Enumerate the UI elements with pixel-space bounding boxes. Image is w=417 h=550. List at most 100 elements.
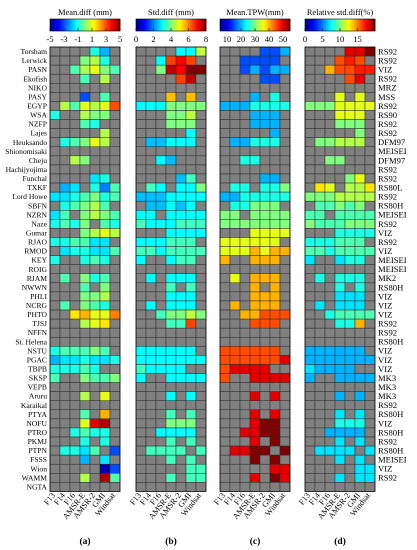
radiosonde-label: MK3	[378, 391, 396, 401]
heatmap-cell	[364, 210, 376, 220]
heatmap-cell	[69, 228, 81, 238]
heatmap-cell	[269, 101, 281, 111]
station-label: NIKO	[28, 83, 47, 92]
station-label: ROIG	[28, 265, 47, 274]
heatmap-cell	[334, 191, 346, 202]
heatmap-cell	[334, 473, 346, 483]
heatmap-cell	[135, 173, 147, 184]
heatmap-cell	[145, 255, 157, 265]
heatmap-cell	[229, 255, 241, 265]
heatmap-cell	[249, 463, 261, 474]
heatmap-cell	[304, 228, 316, 238]
heatmap-cell	[79, 146, 91, 157]
heatmap-cell	[79, 191, 91, 202]
heatmap-cell	[249, 355, 261, 365]
heatmap-cell	[304, 318, 316, 329]
heatmap-cell	[314, 191, 326, 202]
heatmap-cell	[279, 101, 291, 111]
heatmap-cell	[99, 164, 111, 175]
heatmap-cell	[195, 318, 207, 329]
heatmap-cell	[185, 128, 197, 138]
heatmap-cell	[314, 246, 326, 256]
heatmap-cell	[165, 55, 177, 66]
heatmap-cell	[195, 463, 207, 474]
heatmap-cell	[135, 418, 147, 429]
heatmap-cell	[155, 400, 167, 411]
heatmap-cell	[364, 137, 376, 148]
colorbar-segment	[143, 19, 146, 31]
heatmap-cell	[344, 382, 356, 392]
heatmap-cell	[219, 101, 231, 111]
colorbar-segment	[51, 19, 54, 31]
heatmap-cell	[364, 364, 376, 374]
heatmap-cell	[279, 355, 291, 365]
colorbar-segment	[345, 19, 348, 31]
heatmap-cell	[69, 400, 81, 411]
heatmap-cell	[79, 400, 91, 411]
heatmap-cell	[229, 427, 241, 438]
heatmap-cell	[155, 92, 167, 102]
heatmap-cell	[155, 182, 167, 193]
heatmap-cell	[219, 400, 231, 411]
heatmap-cell	[269, 482, 281, 492]
colorbar-segment	[326, 19, 329, 31]
heatmap-cell	[324, 164, 336, 175]
colorbar-segment	[97, 19, 100, 31]
heatmap-cell	[185, 282, 197, 293]
heatmap-cell	[334, 382, 346, 392]
heatmap-cell	[344, 246, 356, 256]
heatmap-cell	[49, 210, 61, 220]
colorbar-segment	[183, 19, 186, 31]
heatmap-cell	[155, 191, 167, 202]
heatmap-cell	[99, 482, 111, 492]
heatmap-cell	[269, 237, 281, 247]
heatmap-cell	[135, 83, 147, 93]
heatmap-cell	[269, 327, 281, 338]
heatmap-cell	[249, 436, 261, 447]
radiosonde-label: VIZ	[378, 418, 392, 428]
colorbar-segment	[313, 19, 316, 31]
station-label: Shionomisaki	[5, 147, 47, 156]
heatmap-cell	[229, 264, 241, 274]
heatmap-cell	[239, 64, 251, 75]
heatmap-cell	[314, 155, 326, 166]
heatmap-cell	[269, 463, 281, 474]
heatmap-cell	[59, 454, 71, 465]
heatmap-cell	[269, 92, 281, 102]
colorbar-segment	[336, 19, 339, 31]
heatmap-cell	[249, 327, 261, 338]
heatmap-cell	[165, 237, 177, 247]
heatmap-cell	[165, 246, 177, 256]
heatmap-cell	[155, 264, 167, 274]
heatmap-cell	[155, 200, 167, 211]
heatmap-cell	[304, 92, 316, 102]
heatmap-cell	[49, 436, 61, 447]
heatmap-cell	[155, 436, 167, 447]
heatmap-cell	[259, 83, 271, 93]
heatmap-cell	[344, 355, 356, 365]
heatmap-cell	[99, 182, 111, 193]
colorbar-segment	[329, 19, 332, 31]
heatmap-cell	[99, 237, 111, 247]
heatmap-cell	[249, 155, 261, 166]
heatmap-cell	[354, 182, 366, 193]
heatmap-cell	[145, 200, 157, 211]
heatmap-cell	[364, 55, 376, 66]
heatmap-cell	[249, 173, 261, 184]
heatmap-cell	[155, 282, 167, 293]
heatmap-cell	[259, 219, 271, 229]
heatmap-cell	[49, 418, 61, 429]
heatmap-cell	[239, 282, 251, 293]
heatmap-cell	[69, 318, 81, 329]
heatmap-cell	[195, 327, 207, 338]
heatmap-cell	[279, 119, 291, 129]
heatmap-cell	[239, 110, 251, 120]
heatmap-cell	[304, 309, 316, 320]
heatmap-cell	[165, 155, 177, 166]
colorbar-segment	[167, 19, 170, 31]
heatmap-cell	[135, 318, 147, 329]
heatmap-cell	[89, 173, 101, 184]
colorbar-segment	[197, 19, 200, 31]
heatmap-cell	[155, 55, 167, 66]
panel-title: Mean.TPW(mm)	[226, 8, 284, 17]
